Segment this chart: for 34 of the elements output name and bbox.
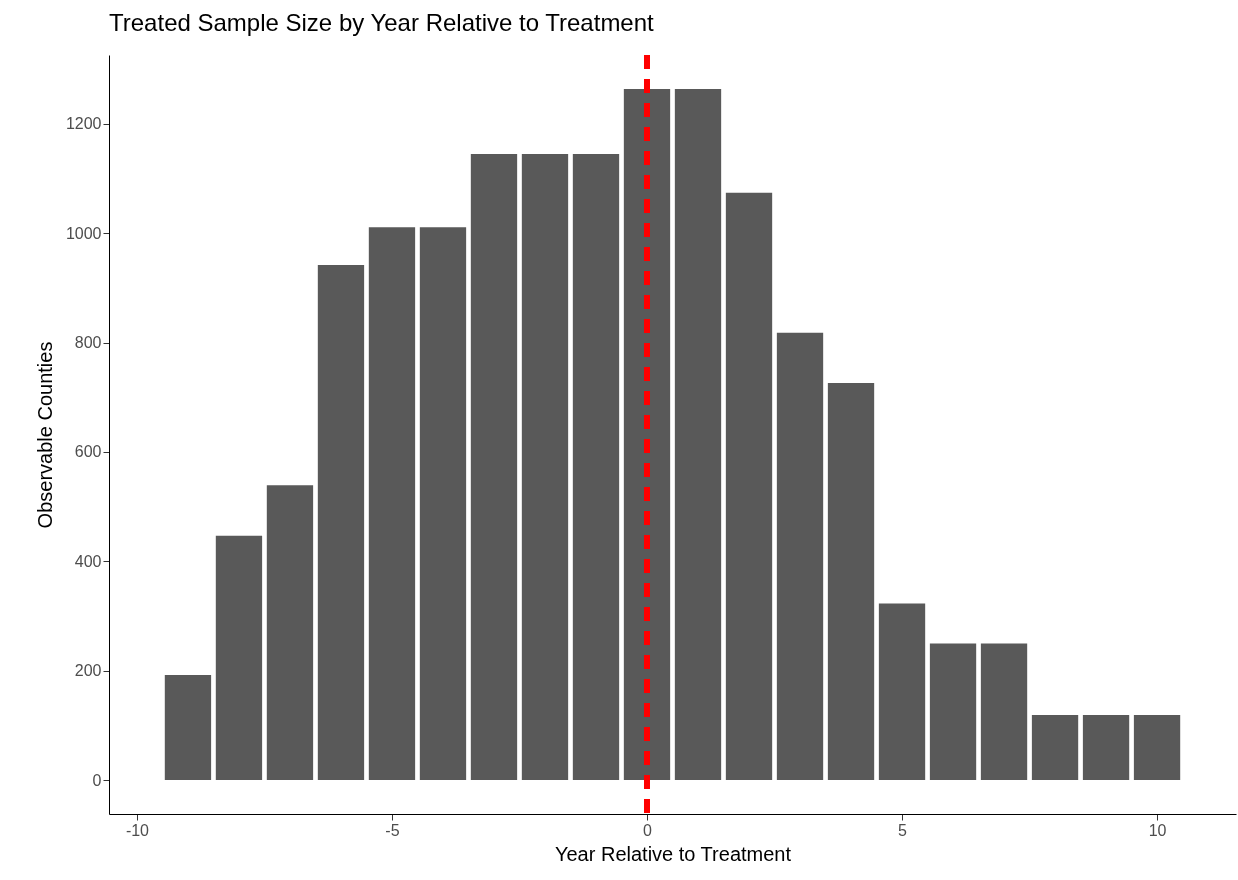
y-tick-label: 800 [74,334,102,352]
bar [725,192,773,781]
x-tick-label: -10 [125,821,150,839]
chart-title: Treated Sample Size by Year Relative to Treatment [109,9,655,36]
y-tick-label: 600 [74,443,102,461]
y-tick-label: 200 [74,662,102,680]
bar [929,643,977,781]
bar [776,332,824,781]
bar [266,485,314,781]
bar [674,88,722,781]
bar [470,153,518,781]
bar [878,603,926,781]
x-tick-label: 5 [898,821,908,839]
bar [827,383,875,781]
bar [521,153,569,781]
y-tick-label: 400 [74,552,102,570]
x-tick-label: 0 [643,821,653,839]
bar [1031,715,1079,781]
x-tick-label: 10 [1148,821,1167,839]
y-tick-label: 1200 [65,115,102,133]
bar [419,227,467,781]
x-tick-label: -5 [385,821,400,839]
x-axis-title: Year Relative to Treatment [554,842,792,865]
y-tick-label: 0 [92,771,102,789]
y-tick-label: 1000 [65,224,102,242]
bar [1082,715,1130,781]
bar [572,153,620,781]
bar [215,535,263,781]
y-axis-title: Observable Counties [33,341,56,529]
bar [317,264,365,781]
bar [1133,715,1181,781]
bar [368,227,416,781]
bar [164,675,212,781]
bar [980,643,1028,781]
